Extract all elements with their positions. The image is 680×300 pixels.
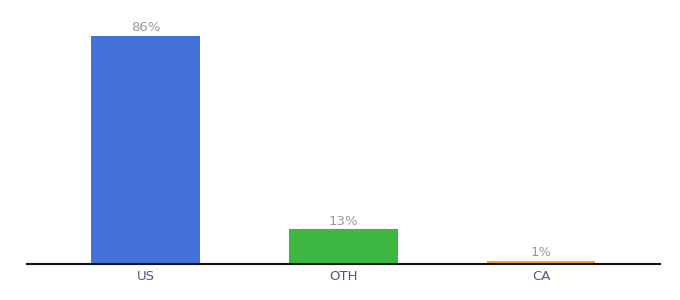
Text: 1%: 1% [530,247,551,260]
Bar [487,261,596,264]
Text: 13%: 13% [328,214,358,228]
Bar [91,36,200,264]
Text: 86%: 86% [131,21,160,34]
Bar [289,230,398,264]
